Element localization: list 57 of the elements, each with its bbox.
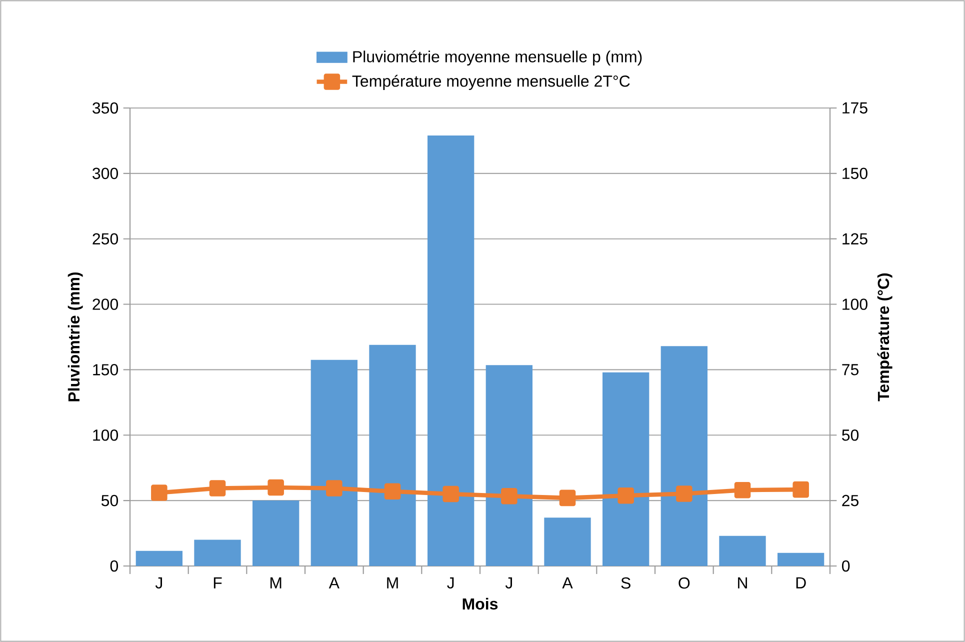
point bbox=[618, 487, 634, 504]
point bbox=[268, 479, 284, 496]
y2-tick-label: 100 bbox=[842, 298, 868, 310]
bar bbox=[310, 360, 358, 566]
y2-tick-label: 175 bbox=[842, 102, 868, 114]
y2-axis-title: Température (°C) bbox=[877, 273, 892, 402]
bar bbox=[252, 500, 300, 566]
y2-tick-label: 150 bbox=[842, 168, 868, 180]
x-axis-title: Mois bbox=[462, 598, 498, 610]
x-tick-label: J bbox=[447, 577, 454, 589]
x-tick-label: J bbox=[505, 577, 512, 589]
x-tick-label: J bbox=[155, 577, 162, 589]
bar bbox=[778, 552, 824, 566]
x-tick-label: M bbox=[270, 577, 282, 588]
x-tick-label: A bbox=[328, 577, 340, 588]
point bbox=[734, 482, 751, 498]
x-tick-label: N bbox=[738, 577, 747, 588]
point bbox=[792, 481, 809, 498]
y-tick-label: 50 bbox=[101, 494, 118, 506]
bar bbox=[544, 518, 591, 566]
y-tick-label: 250 bbox=[92, 233, 118, 245]
y-tick-label: 200 bbox=[92, 298, 118, 310]
x-tick-label: A bbox=[562, 577, 573, 588]
bar bbox=[369, 344, 416, 566]
legend-label: Température moyenne mensuelle 2T°C bbox=[352, 74, 630, 90]
bar bbox=[719, 536, 766, 566]
x-tick-label: D bbox=[796, 577, 806, 588]
y2-tick-label: 50 bbox=[842, 429, 859, 441]
point bbox=[209, 480, 226, 496]
y-axis-title: Pluviomtrie (mm) bbox=[68, 272, 83, 402]
legend-label: Pluviométrie moyenne mensuelle p (mm) bbox=[353, 50, 642, 66]
point bbox=[676, 486, 692, 502]
y2-tick-label: 125 bbox=[842, 233, 868, 244]
bar bbox=[602, 372, 650, 566]
bar bbox=[660, 346, 708, 566]
y-tick-label: 150 bbox=[93, 364, 118, 376]
x-tick-label: F bbox=[214, 577, 222, 588]
bar bbox=[428, 135, 474, 566]
x-tick-label: M bbox=[387, 577, 398, 588]
point bbox=[384, 483, 401, 500]
x-tick-label: O bbox=[678, 577, 690, 589]
point bbox=[326, 480, 342, 496]
point bbox=[442, 486, 459, 502]
y2-tick-label: 75 bbox=[842, 364, 858, 376]
y-tick-label: 100 bbox=[93, 429, 118, 441]
y-tick-label: 0 bbox=[110, 560, 118, 572]
bar bbox=[194, 540, 241, 566]
x-tick-label: S bbox=[621, 577, 630, 589]
point bbox=[151, 484, 168, 501]
bar bbox=[486, 365, 532, 566]
point bbox=[501, 488, 518, 504]
bar bbox=[136, 550, 183, 566]
y-tick-label: 300 bbox=[92, 168, 118, 180]
point bbox=[559, 490, 576, 506]
y2-tick-label: 25 bbox=[842, 494, 858, 506]
y-tick-label: 350 bbox=[92, 102, 118, 114]
y2-tick-label: 0 bbox=[842, 560, 850, 572]
